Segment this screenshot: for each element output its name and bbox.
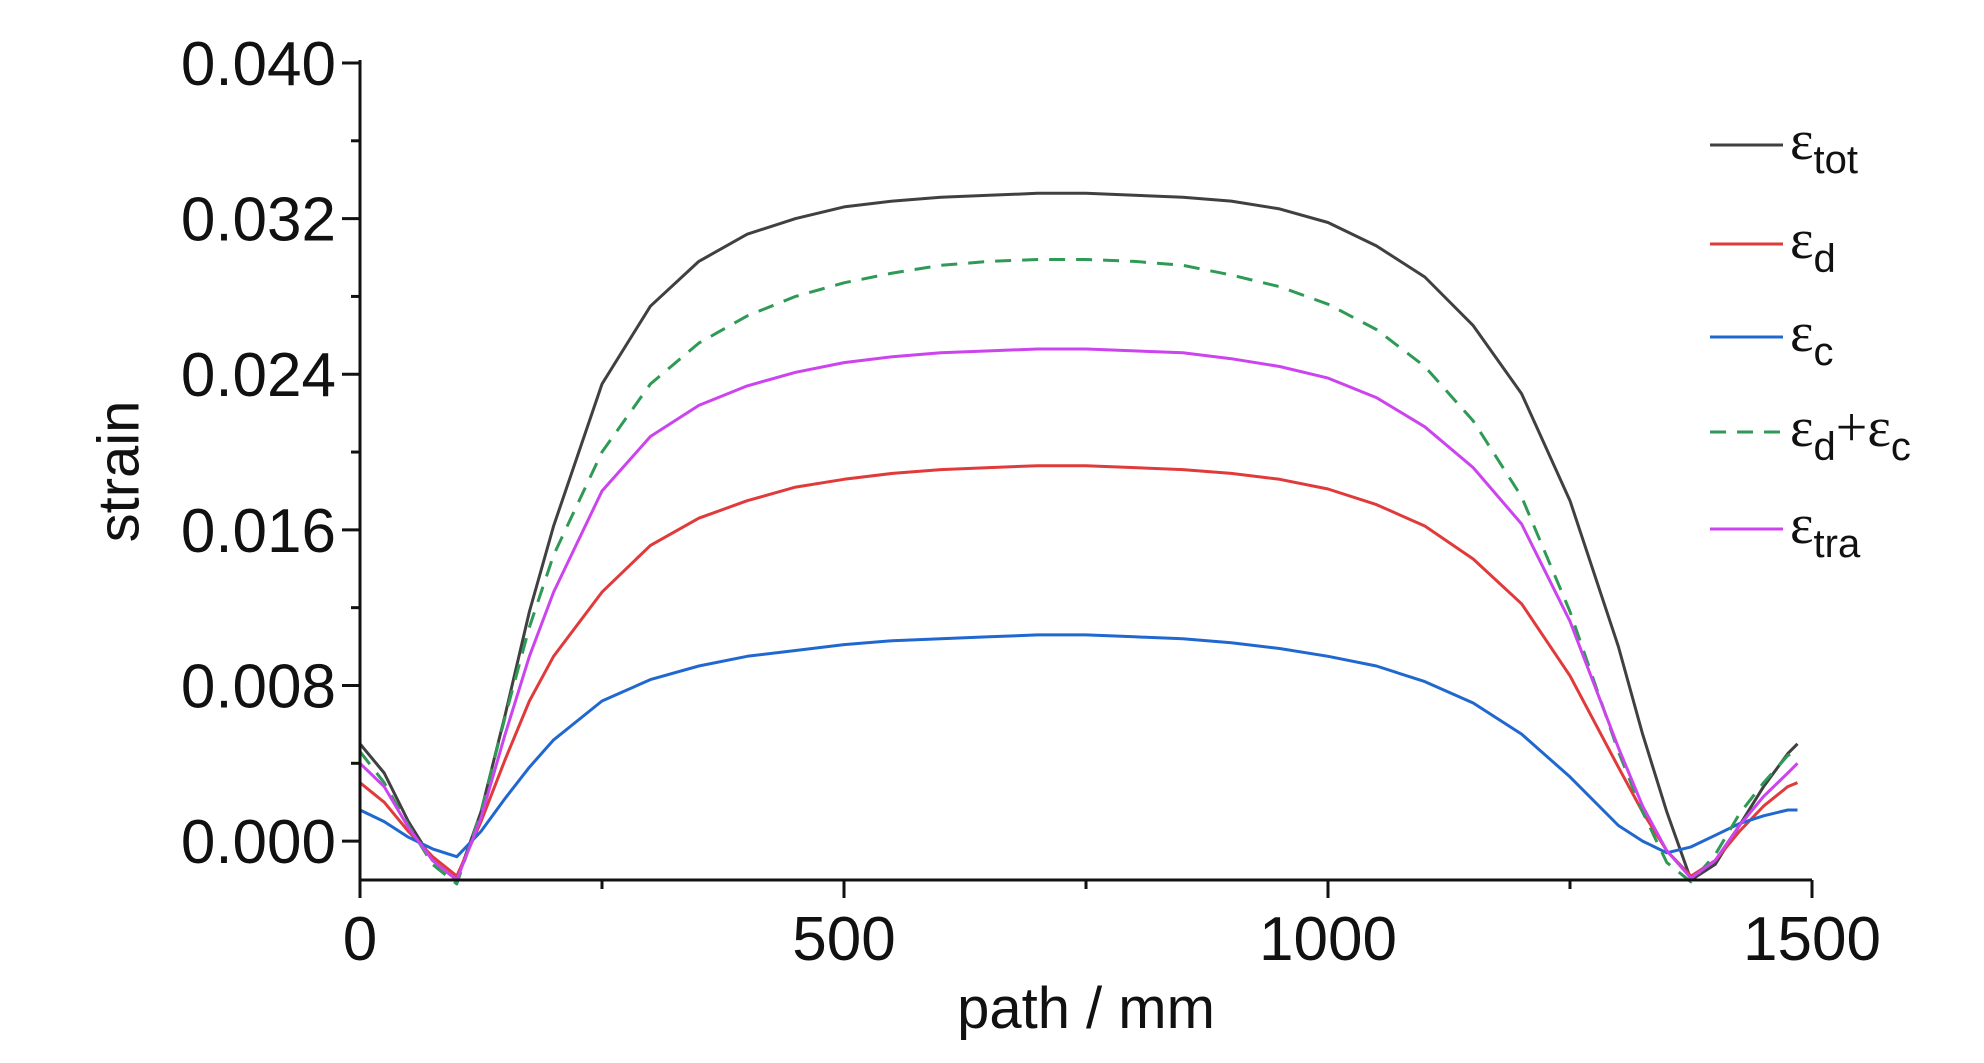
x-tick-label: 1500 [1743,905,1881,974]
series-line-0 [358,191,1799,882]
series-line-3 [358,258,1799,886]
x-tick-label: 0 [343,905,377,974]
legend-label-4: εtra [1790,494,1861,566]
series-line-1 [359,464,1799,878]
y-tick-label: 0.024 [181,341,336,410]
plot-lines [358,191,1799,886]
legend-label-0: εtot [1790,110,1858,182]
legend-label-3: εd+εc [1790,397,1911,469]
axes: 0.000 0.008 0.016 0.024 0.032 0.040 0 500 1000 1… [181,30,1881,974]
series-line-2 [359,633,1798,859]
series-line-4 [358,347,1799,882]
legend-label-2: εc [1790,302,1834,374]
x-axis-ticks: 0 500 1000 1500 [343,880,1881,974]
legend-label-1: εd [1790,209,1836,281]
y-axis-ticks: 0.000 0.008 0.016 0.024 0.032 0.040 [181,30,360,877]
y-axis-title: strain [86,401,151,543]
y-tick-label: 0.040 [181,30,336,99]
x-tick-label: 1000 [1259,905,1397,974]
x-tick-label: 500 [792,905,895,974]
y-tick-label: 0.008 [181,652,336,721]
legend: εtot εd εc εd+εc εtra [1710,110,1911,566]
y-tick-label: 0.016 [181,497,336,566]
y-tick-label: 0.032 [181,186,336,255]
y-tick-label: 0.000 [181,808,336,877]
x-axis-title: path / mm [957,976,1215,1041]
